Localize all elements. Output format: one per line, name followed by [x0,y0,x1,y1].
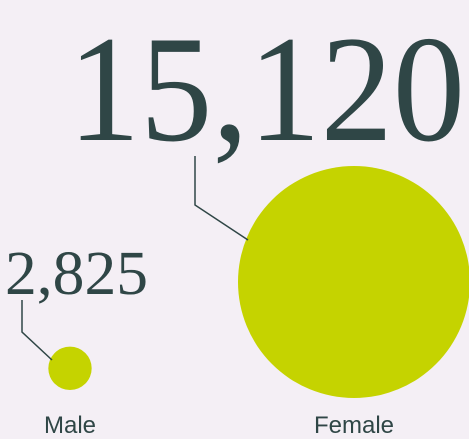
leader-line [194,156,249,241]
category-label: Male [44,412,96,439]
leader-line [21,300,53,361]
value-label: 2,825 [5,240,148,308]
bubble [48,346,92,390]
bubble [238,166,469,398]
value-label: 15,120 [68,5,465,173]
category-label: Female [314,412,394,439]
